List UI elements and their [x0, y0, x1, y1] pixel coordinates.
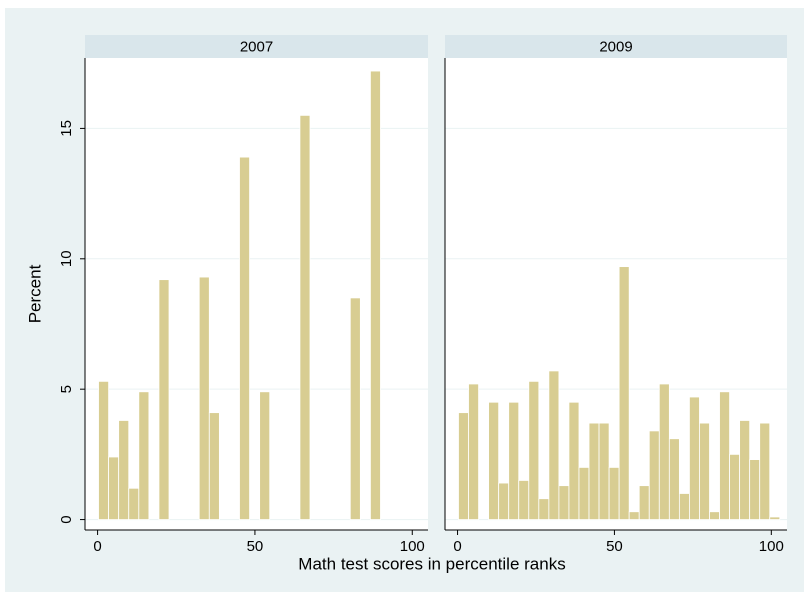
bar	[739, 420, 751, 520]
x-tick-label: 0	[93, 538, 101, 555]
bar	[299, 114, 311, 520]
bar	[498, 482, 510, 520]
bar	[749, 459, 761, 520]
plot-area	[445, 58, 787, 530]
bar	[138, 391, 150, 520]
panel-title: 2007	[240, 38, 273, 55]
panel-header	[445, 35, 787, 58]
bar	[668, 438, 680, 520]
bar	[628, 511, 640, 520]
bar	[729, 453, 741, 520]
bar	[709, 511, 720, 520]
bar	[618, 266, 630, 520]
x-tick-label: 50	[606, 538, 623, 555]
bar	[699, 422, 710, 520]
bar	[488, 401, 500, 520]
bar	[658, 383, 670, 520]
panel-header	[85, 35, 428, 58]
bar	[528, 380, 540, 520]
bar	[259, 391, 271, 520]
bar	[648, 430, 660, 520]
bar	[518, 480, 530, 520]
bar	[558, 485, 570, 520]
bar	[118, 420, 130, 520]
x-tick-label: 50	[247, 538, 264, 555]
bar	[759, 422, 771, 520]
bar	[349, 297, 361, 520]
x-tick-label: 0	[453, 538, 461, 555]
bar	[598, 422, 610, 520]
bar	[198, 276, 210, 520]
bar	[719, 391, 730, 520]
y-tick-label: 0	[58, 515, 75, 523]
bar	[689, 396, 700, 520]
bar	[769, 516, 781, 520]
bar	[128, 487, 140, 520]
bar	[608, 467, 620, 520]
bar	[678, 493, 690, 520]
bar	[588, 422, 600, 520]
x-tick-label: 100	[400, 538, 425, 555]
y-tick-label: 5	[58, 385, 75, 393]
bar	[468, 383, 479, 520]
y-tick-label: 10	[58, 250, 75, 267]
bar	[208, 412, 220, 520]
bar	[548, 370, 560, 520]
x-tick-label: 100	[759, 538, 784, 555]
bar	[458, 412, 469, 520]
bar	[568, 401, 580, 520]
bar	[538, 498, 550, 520]
bar	[370, 70, 381, 520]
bar	[108, 456, 120, 520]
y-tick-label: 15	[58, 120, 75, 137]
bar	[98, 380, 110, 520]
x-axis-label: Math test scores in percentile ranks	[298, 554, 565, 573]
bar	[578, 467, 590, 520]
bar	[239, 156, 250, 520]
bar	[508, 401, 520, 520]
panel-title: 2009	[599, 38, 632, 55]
y-axis-label: Percent	[25, 264, 44, 323]
bar	[638, 485, 650, 520]
bar	[158, 279, 170, 520]
